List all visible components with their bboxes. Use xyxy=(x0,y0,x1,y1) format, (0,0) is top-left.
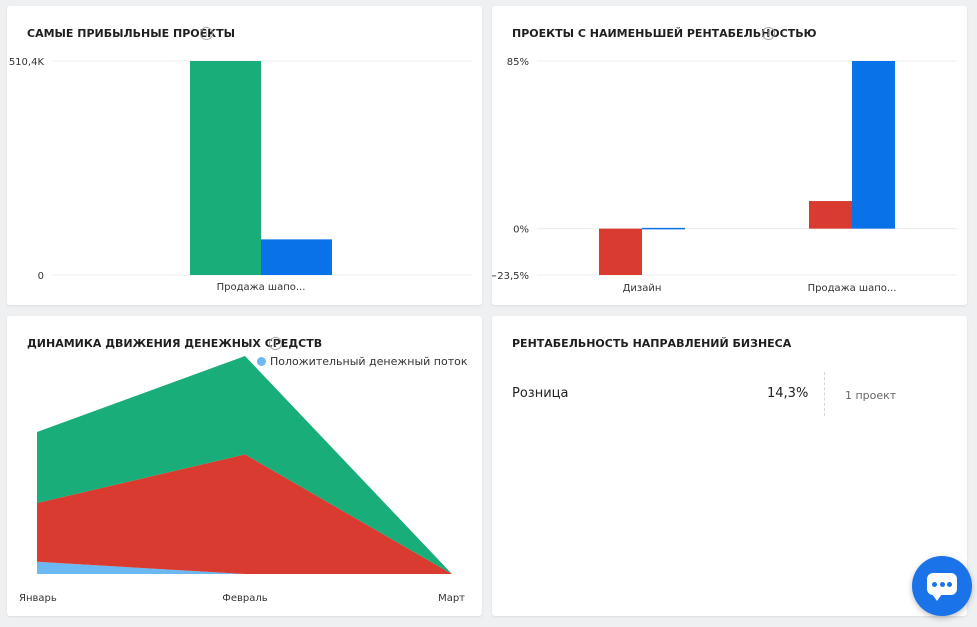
least-profitable-card: Проекты с наименьшей рентабельностью i 8… xyxy=(492,6,967,305)
card-title: Динамика движения денежных средств xyxy=(27,337,323,350)
info-icon[interactable]: i xyxy=(269,337,282,350)
bar xyxy=(599,228,642,275)
x-tick-label: Январь xyxy=(19,593,57,604)
x-tick-label: Февраль xyxy=(222,593,268,604)
card-title: Рентабельность направлений бизнеса xyxy=(512,337,792,350)
x-tick-label: Март xyxy=(438,593,465,604)
chart-legend[interactable]: Положительный денежный поток xyxy=(257,355,468,368)
y-tick-label: 0% xyxy=(513,225,529,236)
area-series xyxy=(37,561,452,574)
legend-label: Положительный денежный поток xyxy=(270,355,468,368)
top-profitable-card: Самые прибыльные проекты i 0 510,4K Продаж… xyxy=(7,6,482,305)
business-name: Розница xyxy=(512,386,569,401)
bar xyxy=(642,227,685,230)
x-tick-label: Продажа шапо... xyxy=(217,282,306,293)
cashflow-card: Динамика движения денежных средств i Пол… xyxy=(7,316,482,616)
bar xyxy=(261,239,332,275)
area-series xyxy=(37,356,452,574)
x-tick-label: Продажа шапо... xyxy=(808,283,897,294)
y-tick-label: −23,5% xyxy=(492,271,529,282)
card-title: Проекты с наименьшей рентабельностью xyxy=(512,27,817,40)
card-title: Самые прибыльные проекты xyxy=(27,27,236,40)
divider xyxy=(824,372,825,416)
project-count[interactable]: 1 проект xyxy=(845,389,897,402)
info-icon[interactable]: i xyxy=(762,27,775,40)
bar xyxy=(852,61,895,229)
bar xyxy=(809,201,852,229)
bar xyxy=(190,61,261,275)
top-profitable-chart: 0 510,4K Продажа шапо... xyxy=(9,57,472,293)
business-profitability-value: 14,3% xyxy=(767,386,809,401)
x-tick-label: Дизайн xyxy=(623,283,662,294)
cashflow-chart: Январь Февраль Март xyxy=(19,356,465,604)
y-tick-label: 510,4K xyxy=(9,57,45,68)
info-icon[interactable]: i xyxy=(200,27,213,40)
area-series xyxy=(37,454,452,574)
y-tick-label: 85% xyxy=(507,57,529,68)
least-profitable-chart: 85% 0% −23,5% Дизайн Продажа шапо... xyxy=(492,57,957,294)
business-row[interactable]: Розница 14,3% 1 проект xyxy=(512,372,952,416)
y-tick-label: 0 xyxy=(38,271,44,282)
business-profitability-card: Рентабельность направлений бизнеса Розни… xyxy=(492,316,967,616)
legend-dot xyxy=(257,357,266,366)
chat-icon xyxy=(927,573,957,601)
chat-button[interactable] xyxy=(912,556,972,616)
